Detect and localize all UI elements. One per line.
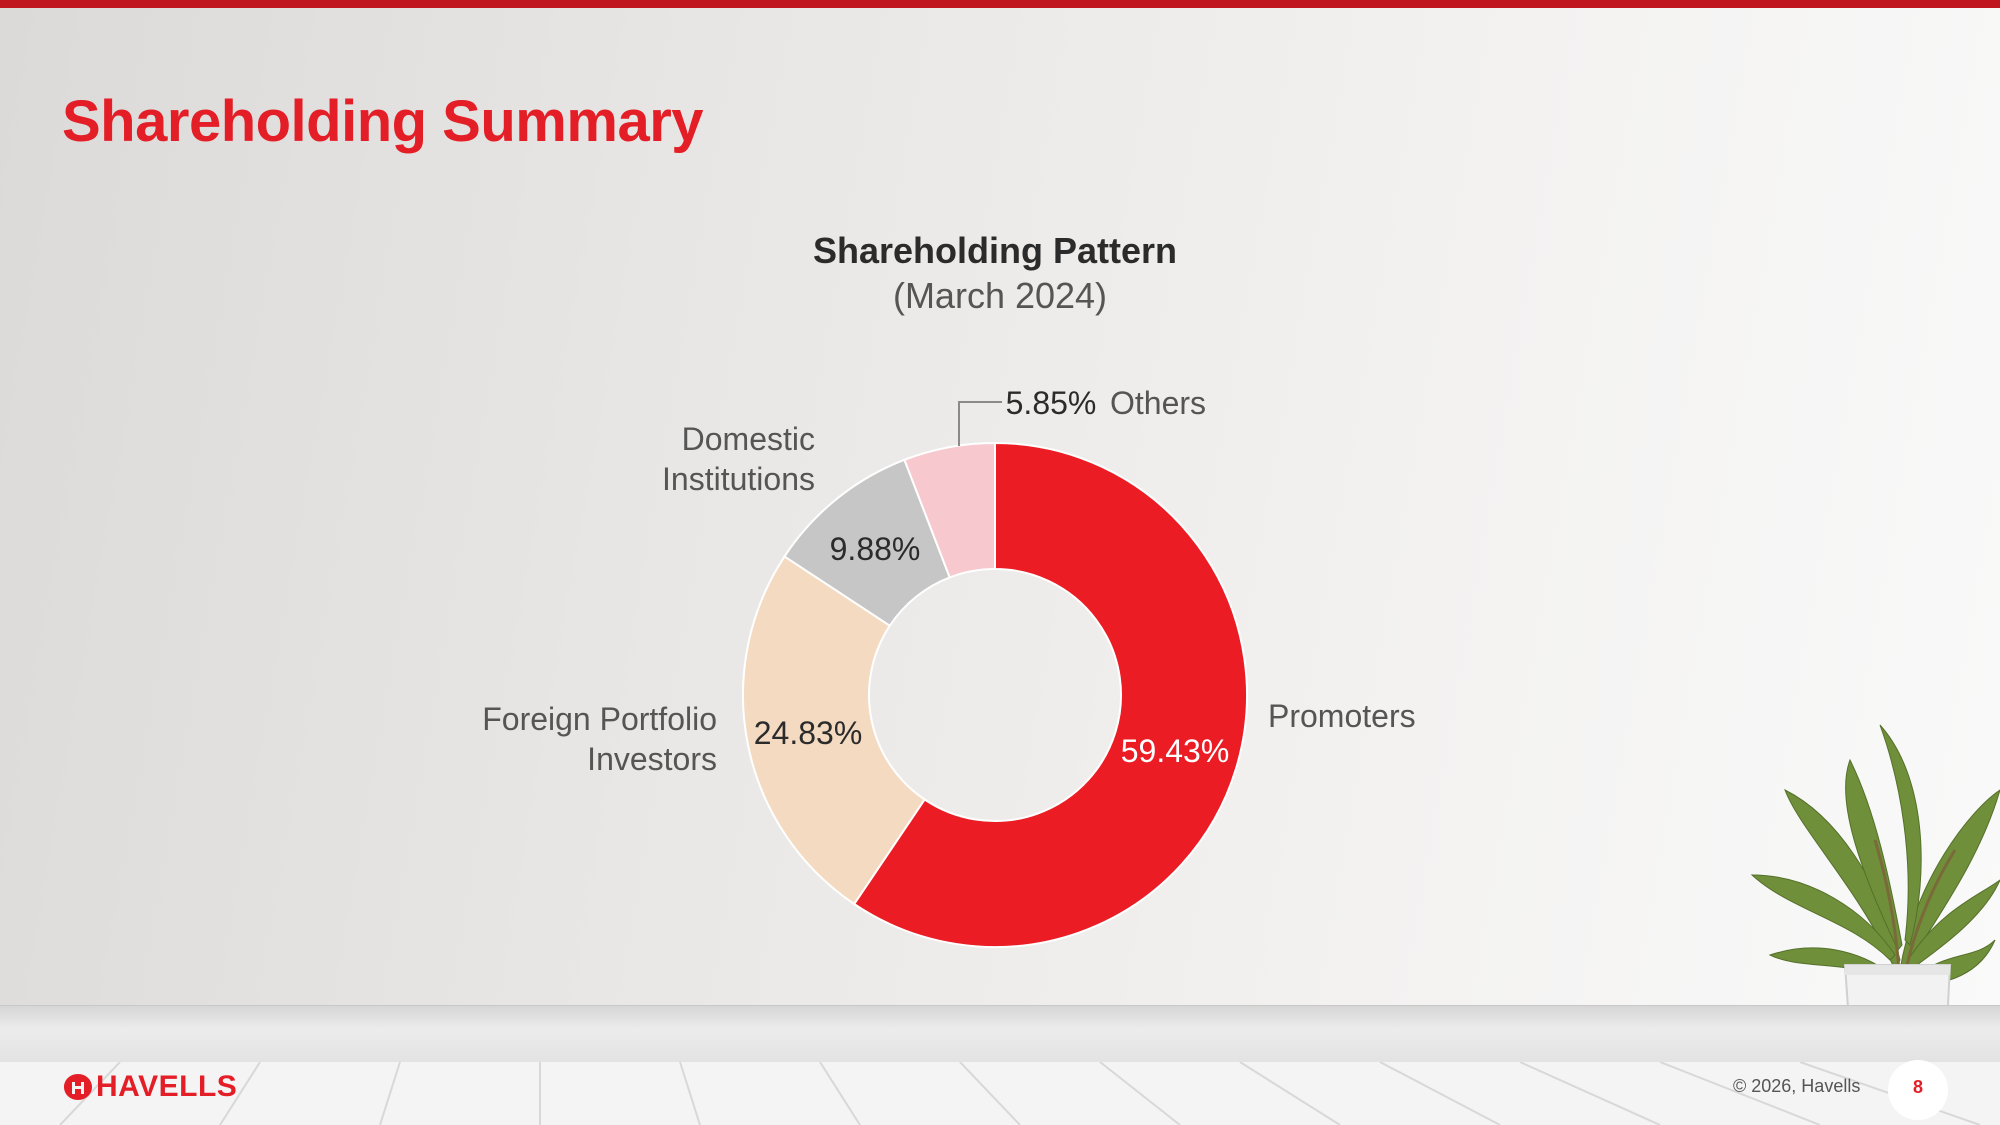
slice-fpi (742, 555, 926, 906)
category-label-others: Others (1110, 385, 1206, 421)
slice-others (903, 441, 996, 579)
copyright-text: © 2026, Havells (1733, 1076, 1861, 1096)
category-label-di-line1: Domestic (682, 421, 815, 457)
category-label-promoters: Promoters (1268, 698, 1416, 734)
chart-subtitle: (March 2024) (893, 275, 1107, 316)
others-leader-line (958, 401, 1002, 446)
value-label-fpi: 24.83% (754, 715, 863, 751)
category-label-di-line2: Institutions (662, 461, 815, 497)
donut-slices (742, 441, 1248, 948)
value-label-others: 5.85% (1006, 385, 1097, 421)
floor (0, 1062, 2000, 1125)
page-number: 8 (1912, 1077, 1923, 1097)
value-label-domestic: 9.88% (830, 531, 921, 567)
havells-logo-icon (64, 1074, 92, 1100)
slice-promoters (852, 441, 1248, 948)
value-label-promoters: 59.43% (1121, 733, 1230, 769)
chart-title: Shareholding Pattern (813, 230, 1177, 271)
havells-logo: HAVELLS (62, 1070, 237, 1104)
category-label-fpi-line1: Foreign Portfolio (482, 701, 717, 737)
page-number-badge (1888, 1060, 1948, 1120)
baseboard (0, 1005, 2000, 1064)
page-title: Shareholding Summary (62, 89, 704, 154)
top-accent-bar (0, 0, 2000, 8)
category-label-fpi-line2: Investors (587, 741, 717, 777)
brand-name: HAVELLS (96, 1070, 238, 1103)
